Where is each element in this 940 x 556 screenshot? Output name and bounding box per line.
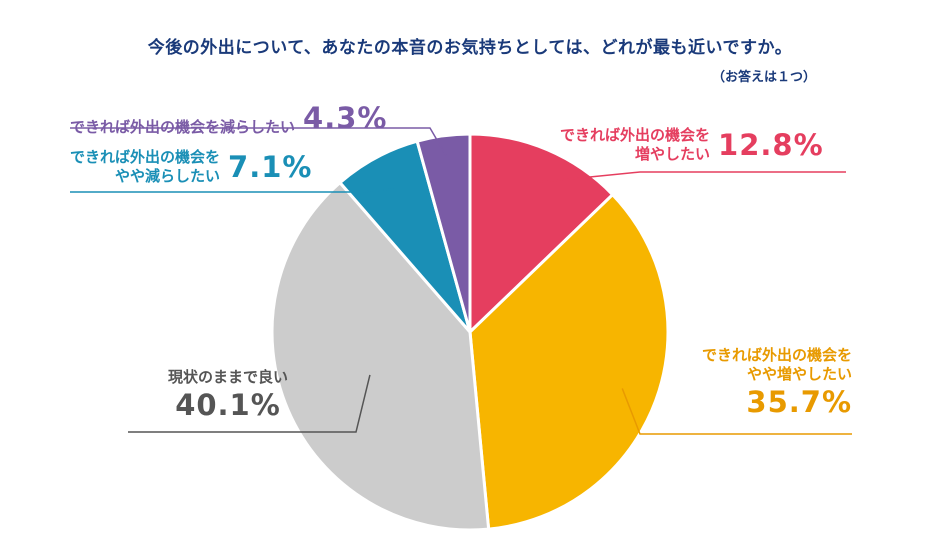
label-same-value: 40.1% xyxy=(175,387,281,422)
chart-title: 今後の外出について、あなたの本音のお気持ちとしては、どれが最も近いですか。 xyxy=(147,38,793,58)
label-slightly-increase-line2: やや増やしたい xyxy=(746,364,852,383)
label-decrease: できれば外出の機会を減らしたい 4.3% xyxy=(70,100,430,136)
answer-note: （お答えは１つ） xyxy=(711,70,816,85)
pie-slice-decrease xyxy=(415,132,472,333)
pie-slice-same xyxy=(270,180,491,532)
label-slightly-increase: できれば外出の機会を やや増やしたい 35.7% xyxy=(640,346,852,420)
leader-line-increase xyxy=(533,171,846,184)
leader-line-decrease xyxy=(70,127,447,156)
label-slightly-decrease-line1: できれば外出の機会を xyxy=(70,148,221,166)
pie-slice-increase xyxy=(468,132,615,336)
leader-line-slightly-increase xyxy=(621,388,852,435)
label-increase-value: 12.8% xyxy=(718,128,824,163)
label-increase-line2: 増やしたい xyxy=(635,144,711,163)
label-slightly-decrease: できれば外出の機会を やや減らしたい 7.1% xyxy=(70,148,360,186)
label-same: 現状のままで良い 40.1% xyxy=(128,368,328,423)
leader-line-same xyxy=(128,374,371,433)
label-increase: できれば外出の機会を 増やしたい 12.8% xyxy=(560,126,850,164)
pie-slice-slightly-increase xyxy=(468,192,670,531)
label-decrease-line1: できれば外出の機会を減らしたい xyxy=(70,117,296,136)
leader-line-slightly-decrease xyxy=(70,188,394,193)
label-same-line1: 現状のままで良い xyxy=(167,368,288,386)
label-slightly-decrease-value: 7.1% xyxy=(228,150,313,185)
label-slightly-increase-value: 35.7% xyxy=(746,384,852,419)
label-slightly-decrease-line2: やや減らしたい xyxy=(115,166,221,185)
label-slightly-increase-line1: できれば外出の機会を xyxy=(701,346,852,364)
label-increase-line1: できれば外出の機会を xyxy=(560,126,711,144)
label-decrease-value: 4.3% xyxy=(303,101,388,135)
